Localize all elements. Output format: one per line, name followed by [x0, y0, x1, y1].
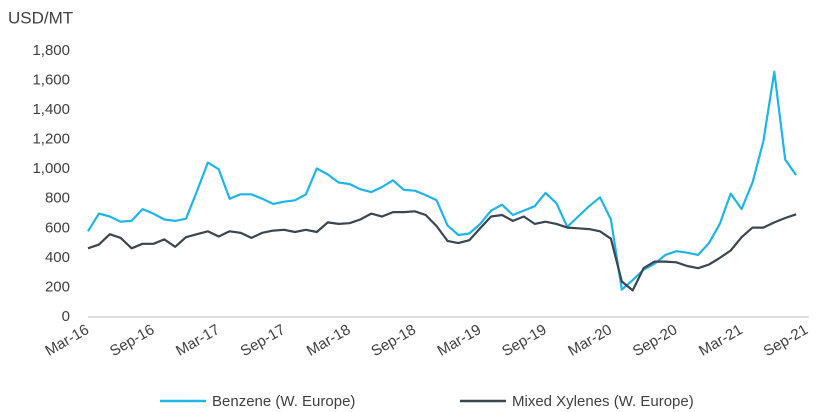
y-tick-label: 0	[62, 308, 70, 325]
line-series	[87, 210, 797, 292]
line-series	[87, 70, 797, 291]
x-tick-label: Sep-17	[238, 321, 288, 360]
legend-label: Mixed Xylenes (W. Europe)	[512, 393, 694, 410]
x-tick-label: Mar-20	[565, 321, 615, 359]
x-tick-label: Mar-17	[173, 321, 223, 359]
y-tick-label: 800	[45, 190, 70, 207]
x-tick-label: Mar-21	[696, 321, 746, 359]
x-tick-label: Sep-19	[499, 321, 549, 360]
y-tick-label: 1,000	[32, 160, 70, 177]
x-tick-label: Sep-20	[630, 321, 680, 360]
x-tick-label: Sep-18	[368, 321, 418, 360]
x-tick-label: Mar-16	[42, 321, 92, 359]
y-axis-label: USD/MT	[8, 8, 73, 27]
x-tick-label: Sep-16	[107, 321, 157, 360]
y-tick-label: 200	[45, 278, 70, 295]
y-tick-label: 1,600	[32, 72, 70, 89]
y-tick-label: 1,800	[32, 42, 70, 59]
x-tick-label: Mar-19	[435, 321, 485, 359]
y-tick-label: 400	[45, 249, 70, 266]
legend-label: Benzene (W. Europe)	[212, 393, 355, 410]
y-tick-label: 1,200	[32, 131, 70, 148]
x-tick-label: Sep-21	[761, 321, 811, 360]
y-tick-label: 1,400	[32, 101, 70, 118]
y-tick-label: 600	[45, 219, 70, 236]
x-tick-label: Mar-18	[304, 321, 354, 359]
